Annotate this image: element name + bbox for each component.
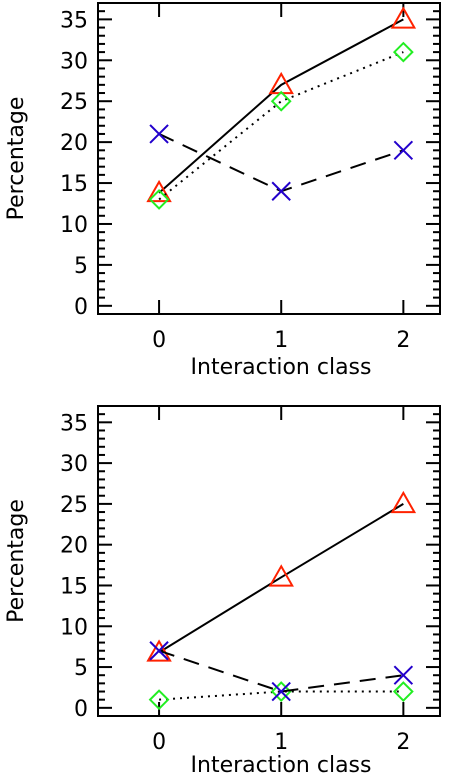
plot-frame bbox=[97, 405, 441, 717]
series-line-x bbox=[158, 133, 404, 193]
series-line-x bbox=[158, 649, 404, 693]
data-point-diamond bbox=[392, 681, 414, 702]
data-point-diamond bbox=[148, 689, 170, 711]
y-tick-label: 20 bbox=[60, 534, 88, 559]
x-tick-label: 1 bbox=[274, 328, 288, 353]
y-tick-label: 30 bbox=[60, 452, 88, 477]
y-tick-label: 10 bbox=[60, 213, 88, 238]
y-tick-label: 15 bbox=[60, 172, 88, 197]
data-point-x bbox=[149, 641, 169, 661]
x-axis-label: Interaction class bbox=[191, 355, 372, 380]
y-tick-label: 25 bbox=[60, 493, 88, 518]
y-tick-label: 35 bbox=[60, 411, 88, 436]
x-tick-label: 2 bbox=[396, 730, 410, 755]
x-axis-label: Interaction class bbox=[191, 753, 372, 778]
data-point-triangle bbox=[146, 179, 172, 203]
x-tick-label: 2 bbox=[396, 328, 410, 353]
data-point-x bbox=[271, 681, 291, 702]
x-tick-label: 0 bbox=[152, 328, 166, 353]
data-point-diamond bbox=[392, 41, 414, 63]
y-tick-label: 5 bbox=[74, 656, 88, 681]
series-line-triangle bbox=[158, 503, 404, 654]
chart-panel-1: 0 5 10 15 20 25 30 35 0 1 2 Interaction class Percen… bbox=[4, 405, 441, 778]
series-line-diamond bbox=[159, 690, 404, 701]
data-point-triangle bbox=[268, 564, 294, 587]
y-tick-label: 35 bbox=[60, 8, 88, 33]
data-point-triangle bbox=[390, 6, 417, 29]
y-tick-label: 0 bbox=[74, 697, 88, 722]
data-point-diamond bbox=[270, 90, 292, 112]
data-point-x bbox=[393, 665, 414, 685]
data-point-triangle bbox=[390, 490, 417, 514]
plot-frame bbox=[97, 2, 441, 315]
y-tick-label: 5 bbox=[74, 254, 88, 279]
y-tick-label: 15 bbox=[60, 574, 88, 599]
data-point-diamond bbox=[270, 681, 292, 702]
y-tick-label: 30 bbox=[60, 49, 88, 74]
x-tick-label: 0 bbox=[152, 730, 166, 755]
data-point-x bbox=[393, 140, 414, 161]
data-point-triangle bbox=[146, 639, 172, 662]
y-tick-label: 10 bbox=[60, 615, 88, 640]
data-point-triangle bbox=[268, 71, 294, 95]
y-tick-label: 25 bbox=[60, 90, 88, 115]
y-axis-label: Percentage bbox=[4, 97, 29, 221]
y-tick-label: 20 bbox=[60, 131, 88, 156]
chart-panel-0: 0 5 10 15 20 25 30 35 0 1 2 Interaction class Percen… bbox=[4, 2, 441, 380]
data-point-x bbox=[149, 124, 169, 144]
series-line-triangle bbox=[158, 18, 404, 194]
x-tick-label: 1 bbox=[274, 730, 288, 755]
data-point-diamond bbox=[148, 189, 170, 210]
y-axis-label: Percentage bbox=[4, 499, 29, 623]
y-tick-label: 0 bbox=[74, 295, 88, 320]
data-point-x bbox=[271, 181, 291, 201]
